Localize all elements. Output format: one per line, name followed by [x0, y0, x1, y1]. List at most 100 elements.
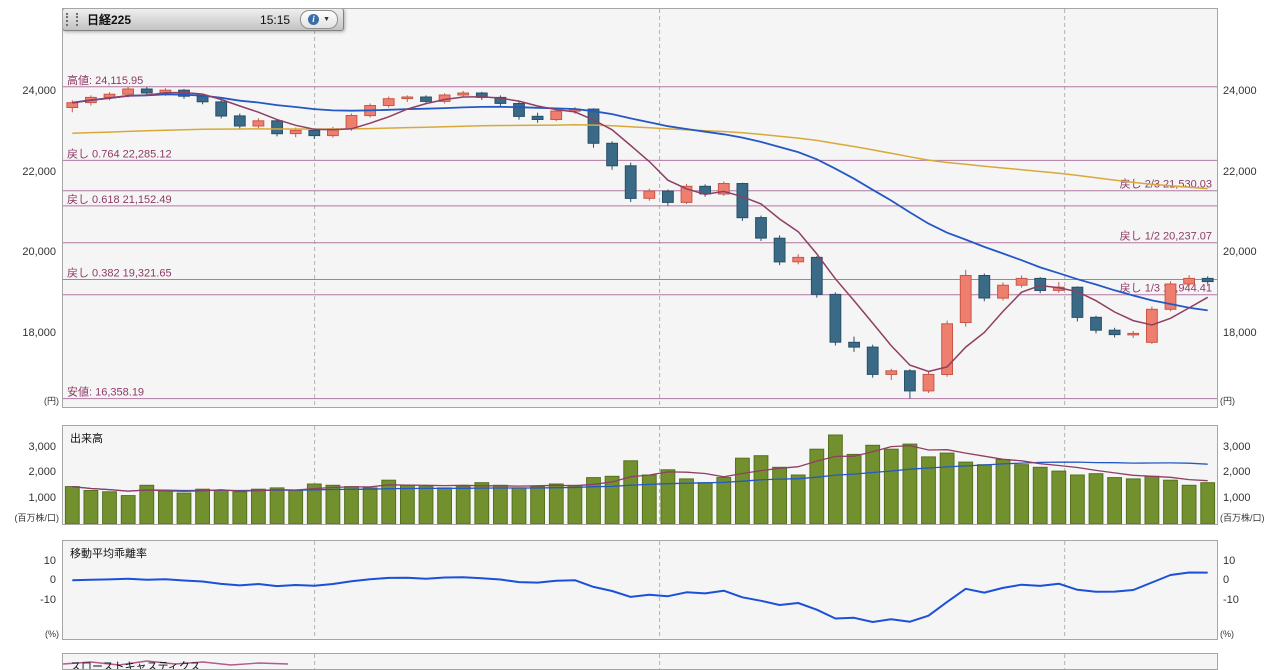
candle-bearish — [736, 183, 749, 219]
volume-bar — [344, 486, 359, 524]
candle-bearish — [1201, 277, 1214, 283]
volume-bar — [641, 474, 657, 524]
candle-bearish — [810, 256, 823, 295]
volume-bar — [493, 484, 508, 524]
candle-bullish — [922, 373, 935, 392]
short-ma-line — [72, 91, 1209, 373]
volume-bar — [455, 486, 471, 524]
candle-bullish — [941, 323, 954, 375]
y-axis-tick-label: -10 — [40, 594, 56, 606]
price-chart-canvas[interactable]: 高値: 24,115.95 戻し 0.764 22,285.12 戻し 2/3 21… — [63, 9, 1217, 407]
candle-bearish — [624, 165, 637, 199]
volume-bar — [1107, 477, 1122, 524]
volume-bar — [902, 443, 918, 524]
volume-chart-panel[interactable]: 出来高 — [62, 425, 1218, 525]
volume-chart-canvas[interactable] — [63, 426, 1217, 524]
info-button[interactable]: i ▼ — [300, 10, 338, 29]
fib-level-label: 戻し 1/2 20,237.07 — [1120, 230, 1212, 243]
candle-bullish — [1015, 277, 1028, 286]
stochastic-y-axis-left — [0, 653, 62, 670]
y-axis-tick-label: 20,000 — [1223, 246, 1257, 258]
volume-y-axis-left: (百万株/口) 3,000 2,000 1,000 — [0, 425, 62, 525]
y-axis-tick-label: 10 — [43, 555, 56, 567]
volume-bar — [288, 490, 304, 524]
volume-bar — [437, 487, 453, 524]
volume-bar — [325, 484, 341, 524]
candle-bearish — [904, 370, 916, 392]
long-ma-line — [72, 124, 1208, 190]
y-axis-tick-label: 0 — [1223, 574, 1230, 586]
volume-bar — [586, 477, 601, 524]
volume-bar — [195, 488, 210, 524]
volume-bar — [846, 453, 862, 524]
candle-bearish — [829, 293, 842, 343]
chart-tab[interactable]: 日経225 15:15 i ▼ — [63, 9, 344, 31]
candle-bullish — [345, 115, 358, 130]
candle-bullish — [289, 129, 302, 135]
volume-bar — [102, 491, 117, 524]
price-unit-label: (円) — [44, 396, 59, 406]
price-y-axis-right: (円) 24,000 22,000 20,000 18,000 — [1218, 8, 1280, 408]
volume-bar — [790, 474, 806, 524]
volume-bar — [306, 483, 322, 524]
volume-bar — [83, 490, 99, 524]
stochastic-y-axis-right — [1218, 653, 1280, 670]
volume-bar — [232, 491, 248, 524]
volume-bar — [1144, 475, 1160, 524]
candle-bullish — [717, 183, 730, 195]
y-axis-tick-label: 0 — [49, 574, 56, 586]
y-axis-tick-label: 3,000 — [1223, 441, 1251, 453]
volume-bar — [474, 482, 490, 524]
price-y-axis-left: (円) 24,000 22,000 20,000 18,000 — [0, 8, 62, 408]
candle-bullish — [792, 256, 805, 263]
volume-unit-label: (百万株/口) — [1220, 513, 1265, 523]
volume-bar — [1070, 474, 1085, 524]
candle-bullish — [997, 284, 1009, 299]
fib-level-label: 戻し 0.382 19,321.65 — [67, 267, 172, 280]
candle-bearish — [1034, 277, 1047, 291]
stochastic-row: スローストキャスティクス — [0, 653, 1280, 670]
y-axis-tick-label: 20,000 — [22, 246, 56, 258]
y-axis-tick-label: 2,000 — [28, 466, 56, 478]
volume-bar — [251, 488, 266, 524]
mid-ma-line — [72, 93, 1208, 312]
volume-bar — [1163, 479, 1178, 524]
price-chart-panel[interactable]: 高値: 24,115.95 戻し 0.764 22,285.12 戻し 2/3 21… — [62, 8, 1218, 408]
y-axis-tick-label: 24,000 — [1223, 85, 1257, 97]
volume-bar — [716, 477, 732, 524]
candle-bullish — [643, 190, 656, 199]
deviation-panel-title: 移動平均乖離率 — [70, 548, 147, 560]
y-axis-tick-label: 1,000 — [1223, 492, 1251, 504]
deviation-row: (%) 10 0 -10 移動平均乖離率 (%) 10 0 -10 — [0, 540, 1280, 640]
stochastic-chart-panel[interactable]: スローストキャスティクス — [62, 653, 1218, 670]
y-axis-tick-label: 18,000 — [22, 327, 56, 339]
info-icon: i — [308, 14, 320, 25]
stochastic-chart-canvas[interactable] — [63, 654, 1217, 670]
candle-bullish — [401, 96, 414, 100]
deviation-unit-label: (%) — [45, 629, 59, 639]
candle-bullish — [959, 275, 972, 323]
volume-bar — [548, 483, 564, 524]
dropdown-arrow-icon: ▼ — [323, 16, 330, 23]
volume-row: (百万株/口) 3,000 2,000 1,000 出来高 (百万株/口) 3,00… — [0, 425, 1280, 525]
candle-bullish — [1183, 277, 1195, 285]
drag-handle-icon[interactable] — [66, 13, 78, 26]
deviation-chart-panel[interactable]: 移動平均乖離率 — [62, 540, 1218, 640]
volume-bar — [362, 487, 378, 524]
candle-bearish — [271, 120, 283, 135]
volume-bar — [883, 448, 899, 524]
deviation-chart-canvas[interactable] — [63, 541, 1217, 639]
chart-time: 15:15 — [260, 12, 291, 27]
candle-bullish — [457, 92, 470, 96]
volume-y-axis-right: (百万株/口) 3,000 2,000 1,000 — [1218, 425, 1280, 525]
volume-bar — [697, 482, 713, 524]
deviation-unit-label: (%) — [1220, 629, 1234, 639]
candle-bearish — [531, 115, 544, 121]
y-axis-tick-label: 1,000 — [28, 492, 56, 504]
chart-title: 日経225 — [87, 13, 132, 27]
candle-bullish — [382, 98, 395, 106]
volume-bar — [418, 486, 434, 524]
candle-bearish — [1071, 286, 1084, 318]
fib-level-label: 戻し 0.764 22,285.12 — [67, 147, 172, 160]
candle-bearish — [606, 142, 619, 167]
